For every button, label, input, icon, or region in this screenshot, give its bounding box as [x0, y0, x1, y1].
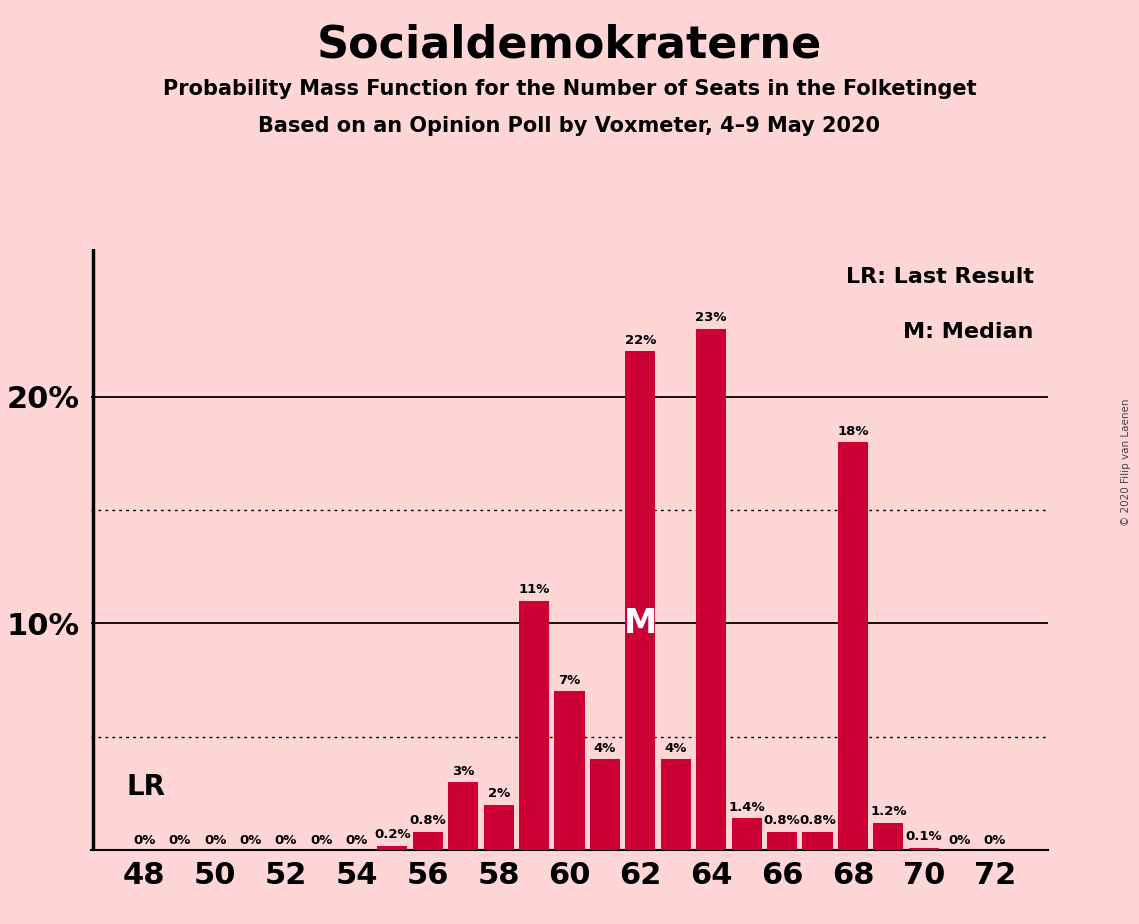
- Bar: [661, 760, 691, 850]
- Text: 0%: 0%: [310, 833, 333, 846]
- Text: 0.8%: 0.8%: [409, 814, 446, 827]
- Text: Socialdemokraterne: Socialdemokraterne: [317, 23, 822, 67]
- Text: 0%: 0%: [204, 833, 227, 846]
- Text: 4%: 4%: [665, 742, 687, 755]
- Text: 1.2%: 1.2%: [870, 806, 907, 819]
- Text: 0%: 0%: [346, 833, 368, 846]
- Text: 0.8%: 0.8%: [764, 814, 801, 827]
- Text: 0%: 0%: [274, 833, 297, 846]
- Text: 18%: 18%: [837, 425, 869, 438]
- Bar: [484, 805, 514, 850]
- Bar: [555, 691, 584, 850]
- Bar: [838, 442, 868, 850]
- Bar: [519, 601, 549, 850]
- Text: 1.4%: 1.4%: [728, 801, 765, 814]
- Text: 0%: 0%: [169, 833, 191, 846]
- Text: 0%: 0%: [948, 833, 970, 846]
- Text: 22%: 22%: [624, 334, 656, 346]
- Bar: [696, 329, 727, 850]
- Text: 23%: 23%: [696, 311, 727, 324]
- Text: 4%: 4%: [593, 742, 616, 755]
- Bar: [412, 832, 443, 850]
- Text: M: M: [624, 607, 657, 640]
- Bar: [803, 832, 833, 850]
- Text: 2%: 2%: [487, 787, 510, 800]
- Bar: [448, 782, 478, 850]
- Text: LR: Last Result: LR: Last Result: [845, 268, 1033, 287]
- Text: 0.2%: 0.2%: [374, 828, 411, 841]
- Bar: [909, 848, 939, 850]
- Bar: [767, 832, 797, 850]
- Text: 0%: 0%: [239, 833, 262, 846]
- Text: 3%: 3%: [452, 764, 474, 778]
- Text: Based on an Opinion Poll by Voxmeter, 4–9 May 2020: Based on an Opinion Poll by Voxmeter, 4–…: [259, 116, 880, 136]
- Text: 0%: 0%: [133, 833, 155, 846]
- Bar: [874, 823, 903, 850]
- Bar: [377, 845, 408, 850]
- Text: 7%: 7%: [558, 674, 581, 687]
- Text: © 2020 Filip van Laenen: © 2020 Filip van Laenen: [1121, 398, 1131, 526]
- Text: M: Median: M: Median: [903, 322, 1033, 342]
- Bar: [590, 760, 620, 850]
- Text: 0%: 0%: [984, 833, 1006, 846]
- Text: LR: LR: [126, 772, 165, 800]
- Bar: [625, 351, 655, 850]
- Text: Probability Mass Function for the Number of Seats in the Folketinget: Probability Mass Function for the Number…: [163, 79, 976, 99]
- Text: 0.8%: 0.8%: [800, 814, 836, 827]
- Bar: [731, 819, 762, 850]
- Text: 11%: 11%: [518, 583, 550, 596]
- Text: 0.1%: 0.1%: [906, 831, 942, 844]
